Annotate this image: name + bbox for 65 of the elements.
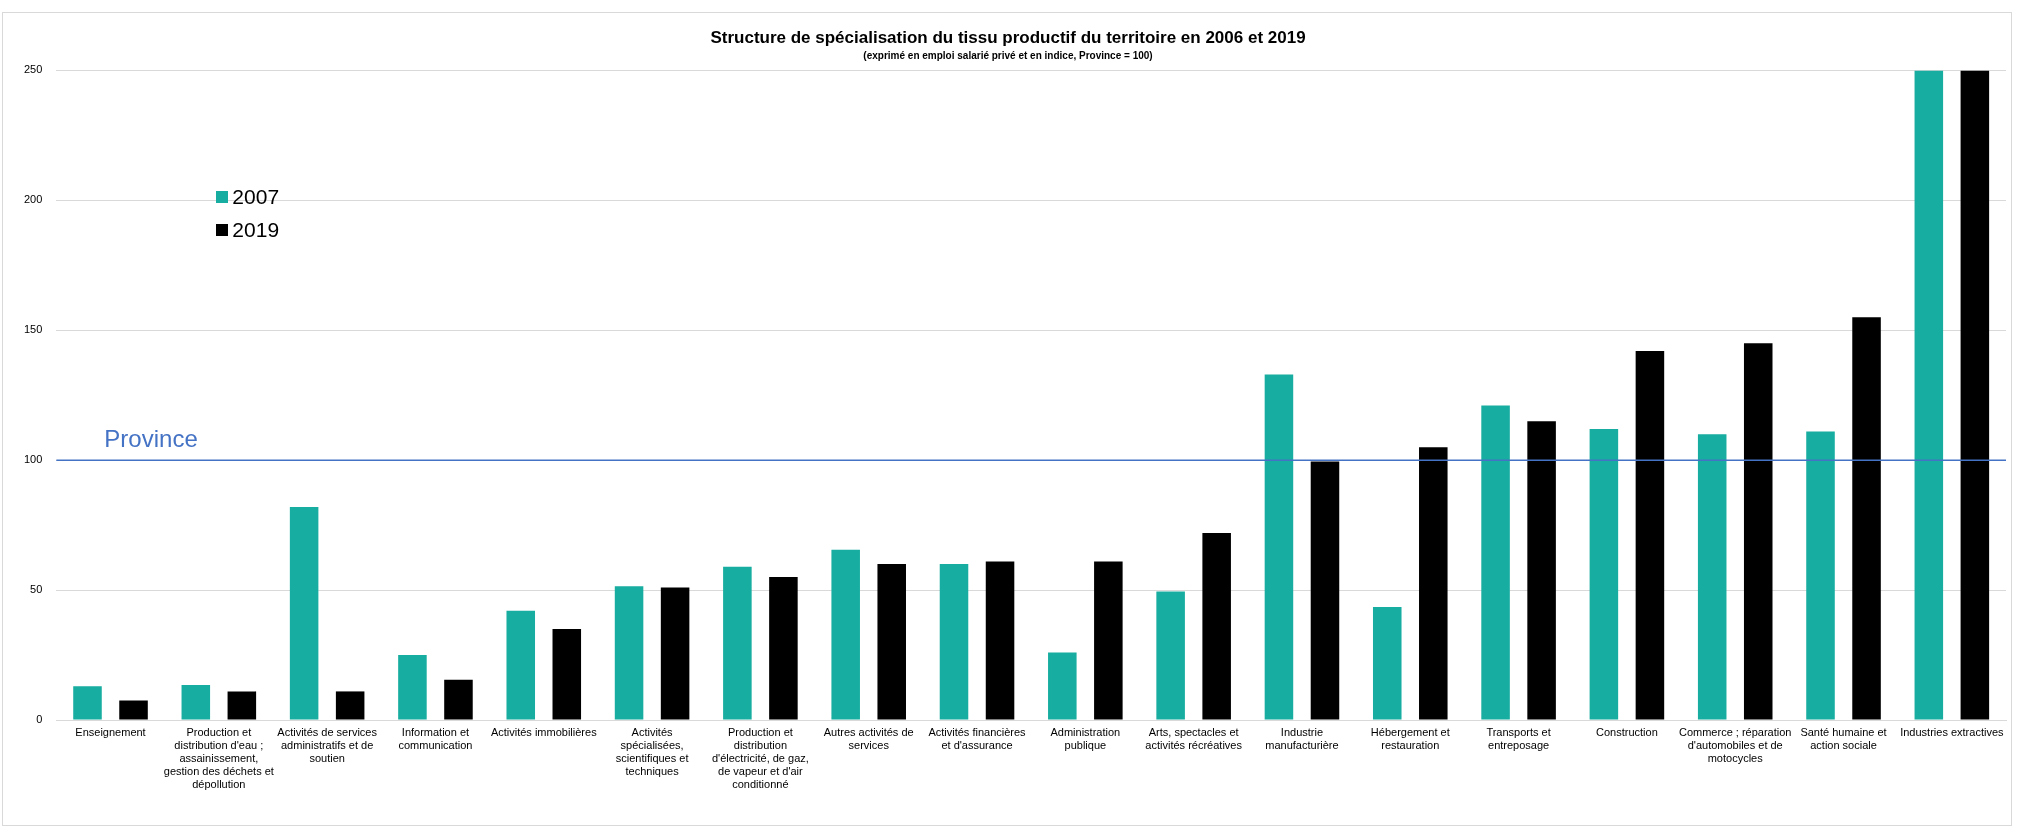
bar: [398, 655, 427, 720]
bar: [1156, 591, 1185, 720]
y-tick-label: 150: [23, 323, 43, 336]
bar: [614, 586, 644, 720]
bar: [227, 691, 257, 720]
bar: [1264, 374, 1294, 720]
bar: [723, 566, 752, 720]
bar: [877, 564, 906, 720]
x-tick-label: Information et communication: [398, 725, 473, 751]
x-tick-label: Enseignement: [75, 725, 146, 738]
bar: [831, 549, 860, 720]
legend-label: 2007: [232, 184, 280, 211]
x-tick-label: Production et distribution d'eau ; assainissement, gestion des déchets et dépollution: [163, 725, 274, 791]
bar: [1310, 461, 1340, 720]
x-tick-label: Transports et entreposage: [1486, 725, 1551, 751]
chart-subtitle: (exprimé en emploi salarié privé et en indice, Province = 100): [863, 50, 1153, 62]
legend-label: 2019: [232, 217, 280, 244]
bar: [660, 587, 690, 720]
bar: [444, 679, 473, 720]
bar: [289, 506, 319, 720]
x-tick-label: Autres activités de services: [823, 725, 914, 751]
bar: [1094, 561, 1123, 720]
y-tick-label: 0: [36, 713, 43, 726]
x-tick-label: Industries extractives: [1900, 725, 2004, 738]
chart-title: Structure de spécialisation du tissu productif du territoire en 2006 et 2019: [710, 27, 1306, 47]
bar: [1372, 606, 1402, 720]
x-tick-label: Administration publique: [1050, 725, 1121, 751]
bar: [1527, 421, 1556, 720]
x-tick-label: Construction: [1596, 725, 1658, 738]
bar: [1048, 652, 1077, 720]
y-tick-label: 250: [23, 63, 43, 76]
x-tick-label: Arts, spectacles et activités récréatives: [1145, 725, 1243, 751]
bar: [119, 700, 148, 720]
bar: [1481, 405, 1510, 720]
bar: [1743, 343, 1773, 720]
bar: [1960, 70, 1990, 720]
bar: [1589, 428, 1619, 720]
bar: [73, 686, 102, 720]
bar: [1697, 434, 1727, 720]
bar: [1202, 532, 1231, 720]
y-tick-label: 50: [30, 583, 43, 596]
bar: [1419, 447, 1448, 720]
bar: [552, 629, 582, 720]
x-tick-label: Hébergement et restauration: [1370, 725, 1450, 751]
bar: [1806, 431, 1835, 720]
x-tick-label: Activités immobilières: [490, 725, 598, 738]
bar: [1914, 70, 1944, 720]
x-tick-label: Santé humaine et action sociale: [1800, 725, 1887, 751]
x-tick-label: Activités financières et d'assurance: [928, 725, 1027, 751]
bar: [1852, 317, 1881, 720]
bar: [181, 684, 211, 720]
x-tick-label: Commerce ; réparation d'automobiles et de motocycles: [1678, 725, 1792, 765]
bar: [769, 577, 798, 720]
bar: [335, 691, 365, 720]
x-tick-label: Production et distribution d'électricité, de gaz, de vapeur et d'air conditionné: [711, 725, 809, 791]
x-tick-label: Activités spécialisées, scientifiques et techniques: [615, 725, 689, 778]
bar: [1635, 351, 1665, 720]
bar: [939, 564, 969, 720]
ref-line-label: Province: [104, 424, 198, 452]
y-tick-label: 100: [23, 453, 43, 466]
bar: [506, 610, 536, 720]
x-tick-label: Activités de services administratifs et de soutien: [277, 725, 378, 765]
x-tick-label: Industrie manufacturière: [1265, 725, 1339, 751]
y-tick-label: 200: [23, 193, 43, 206]
bar: [985, 561, 1015, 720]
